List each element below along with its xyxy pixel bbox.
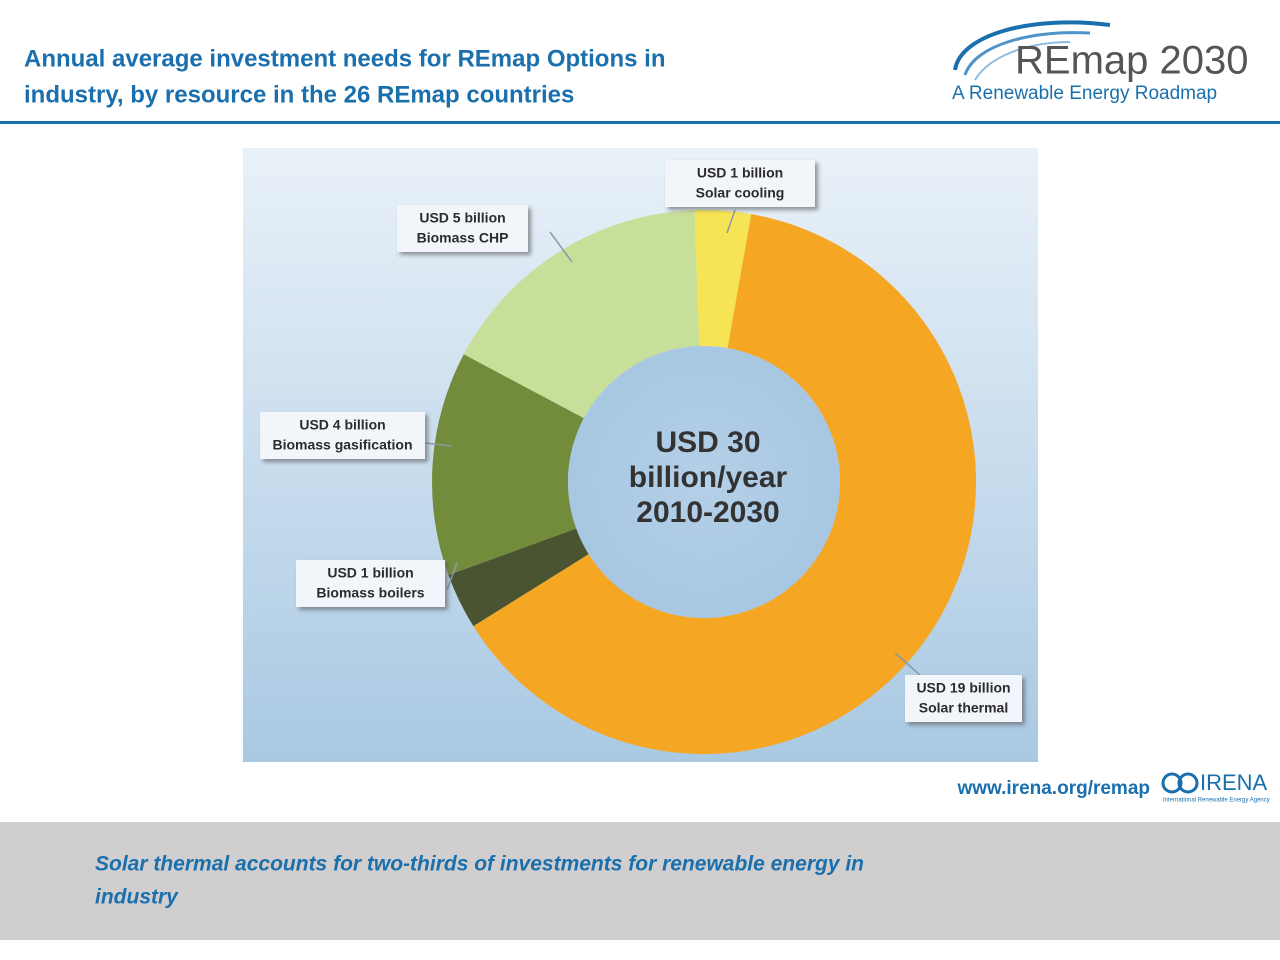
leader-line <box>446 562 458 591</box>
value-label: USD 1 billion <box>697 165 783 181</box>
value-label: USD 1 billion <box>327 565 413 581</box>
category-label: Solar cooling <box>696 185 785 201</box>
label-box <box>905 675 1022 722</box>
url: www.irena.org/remap <box>956 778 1150 799</box>
leader-line <box>424 442 453 447</box>
logo-title: REmap 2030 <box>1015 39 1248 83</box>
logo-subtitle: A Renewable Energy Roadmap <box>952 83 1217 104</box>
leader-line <box>726 209 736 234</box>
irena-full: International Renewable Energy Agency <box>1163 798 1270 804</box>
slice <box>473 214 977 754</box>
value-label: USD 19 billion <box>916 680 1010 696</box>
label-box <box>665 160 815 207</box>
center-text: 2010-2030 <box>636 496 779 529</box>
header-rule <box>0 121 1280 124</box>
center-text: billion/year <box>629 461 788 494</box>
label-box <box>260 412 425 459</box>
title-line: Annual average investment needs for REma… <box>24 45 665 72</box>
slice <box>431 354 584 576</box>
logo: REmap 2030 A Renewable Energy Roadmap <box>952 20 1248 104</box>
label-box <box>397 205 528 252</box>
donut-hole <box>568 346 840 618</box>
slice <box>694 210 752 349</box>
title-line: industry, by resource in the 26 REmap co… <box>24 81 574 108</box>
value-label: USD 4 billion <box>299 417 385 433</box>
category-label: Biomass gasification <box>272 437 412 453</box>
leader-line <box>894 652 921 676</box>
leader-line <box>549 231 573 263</box>
irena: IRENA <box>1200 770 1268 795</box>
chart: USD 1 billion Solar cooling USD 19 billion… <box>260 160 1022 754</box>
category-label: Solar thermal <box>919 700 1008 716</box>
slice <box>448 528 589 627</box>
irena-logo: IRENA International Renewable Energy Age… <box>1161 770 1270 804</box>
slice <box>463 210 700 419</box>
center-text: USD 30 <box>655 426 760 459</box>
caption-line: industry <box>95 886 179 909</box>
caption-line: Solar thermal accounts for two-thirds of… <box>95 853 864 876</box>
category-label: Biomass CHP <box>417 230 509 246</box>
label-box <box>296 560 445 607</box>
category-label: Biomass boilers <box>316 585 424 601</box>
caption-band <box>0 822 1280 940</box>
value-label: USD 5 billion <box>419 210 505 226</box>
